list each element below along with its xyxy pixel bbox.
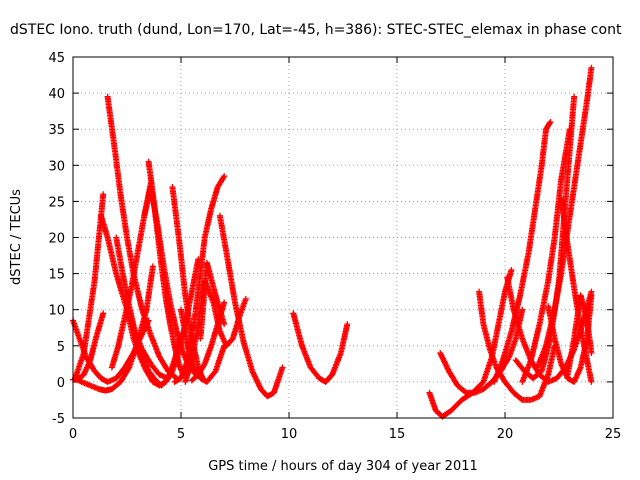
data-series-arc [290,310,351,385]
x-tick-label: 20 [497,427,514,442]
data-point-markers [426,267,515,420]
y-tick-label: -5 [52,412,65,427]
data-series-arc [519,126,573,385]
plot-frame [72,56,614,419]
data-series-arc [558,194,595,385]
y-tick-label: 30 [48,159,65,174]
data-series-arc [197,259,228,342]
tick-layer: 0 5 10 15 20 25 -5 0 5 10 15 20 25 30 35 40 45 [48,51,621,442]
data-series-arc [104,93,180,382]
x-tick-label: 5 [177,427,185,442]
y-tick-label: 35 [48,123,65,138]
x-tick-label: 15 [389,427,406,442]
y-tick-label: 25 [48,195,65,210]
chart-title: dSTEC Iono. truth (dund, Lon=170, Lat=-4… [10,22,622,38]
data-series-arc [171,173,228,385]
data-point-markers [290,310,351,385]
y-tick-label: 40 [48,87,65,102]
data-point-markers [476,288,558,403]
data-point-markers [519,126,573,385]
data-point-markers [558,194,595,385]
y-tick-label: 15 [48,268,65,283]
data-series-arc [564,292,595,378]
y-tick-label: 0 [57,376,65,391]
y-tick-label: 45 [48,51,65,66]
data-layer [70,64,595,420]
data-series-arc [491,119,554,385]
y-tick-label: 10 [48,304,65,319]
data-point-markers [171,173,228,385]
data-point-markers [564,292,595,378]
y-tick-label: 20 [48,232,65,247]
data-series-arc [476,288,558,403]
x-tick-label: 0 [69,427,77,442]
data-point-markers [197,259,228,342]
data-series-arc [216,212,286,400]
data-point-markers [216,212,286,400]
y-tick-label: 5 [57,340,65,355]
data-point-markers [491,119,554,385]
y-axis-label: dSTEC / TECUs [9,189,24,285]
data-point-markers [104,93,180,382]
data-series-arc [426,267,515,420]
x-tick-label: 10 [281,427,298,442]
x-axis-label: GPS time / hours of day 304 of year 2011 [208,459,478,474]
x-tick-label: 25 [605,427,622,442]
